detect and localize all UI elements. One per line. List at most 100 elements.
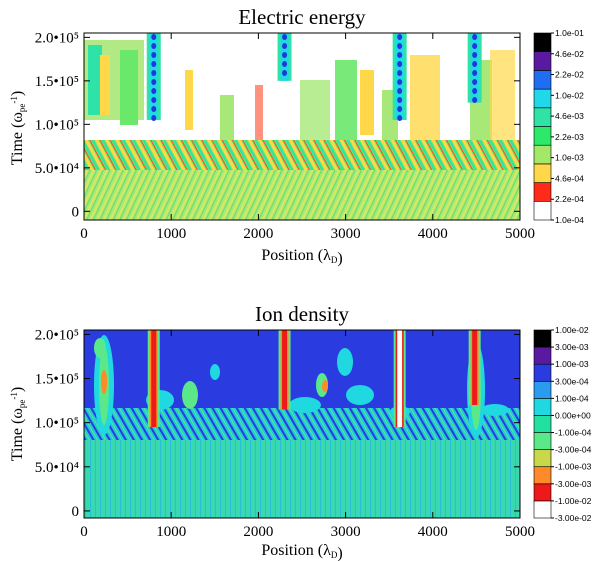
y-tick-label: 2.0•10⁵ (35, 30, 79, 46)
colorbar-swatch (533, 500, 552, 519)
chart-title: Ion density (255, 302, 349, 326)
colorbar-swatch (533, 51, 552, 71)
column-bead (151, 88, 157, 94)
column-bead (397, 61, 403, 67)
column-bead (397, 88, 403, 94)
y-tick-label: 1.0•10⁵ (35, 117, 79, 133)
colorbar-label: 1.00e-04 (555, 393, 589, 403)
column-bead (397, 43, 403, 49)
colorbar-swatch (533, 483, 552, 502)
colorbar-swatch (533, 182, 552, 202)
column-core (472, 330, 478, 406)
column-bead (397, 52, 403, 58)
column-core (397, 330, 403, 428)
colorbar-label: 4.6e-03 (555, 111, 584, 121)
y-axis-label: Time (ωpe-1) (9, 387, 27, 461)
x-tick-label: 4000 (418, 226, 448, 242)
colorbar: -3.00e-02 -1.00e-02 -3.00e-03 -1.00e-03 -3.0… (533, 325, 592, 523)
column-bead (472, 70, 478, 76)
heatmap-background (84, 170, 520, 220)
plot-frame (83, 329, 521, 519)
column-bead (282, 34, 288, 40)
colorbar-label: 2.2e-02 (555, 70, 584, 80)
x-tick-label: 2000 (243, 524, 273, 540)
column-edge (402, 330, 404, 428)
column-bead (472, 88, 478, 94)
column-bead (397, 79, 403, 85)
x-tick-label: 4000 (418, 524, 448, 540)
column-core (282, 330, 288, 410)
column-bead (151, 115, 157, 121)
y-tick-label: 2.0•10⁵ (35, 327, 79, 343)
y-tick-label: 1.0•10⁵ (35, 416, 79, 432)
colorbar-swatch (533, 32, 552, 53)
column-bead (472, 43, 478, 49)
column-bead (151, 43, 157, 49)
column-bead (397, 115, 403, 121)
y-tick-label: 1.5•10⁵ (35, 74, 79, 90)
x-tick-label: 1000 (156, 524, 186, 540)
x-axis-label: Position (λD) (261, 542, 342, 561)
colorbar-label: -1.00e-03 (555, 462, 592, 472)
heatmap-field (84, 33, 520, 220)
column-core (470, 33, 479, 103)
colorbar-label: 1.00e-02 (555, 325, 589, 335)
colorbar: 1.0e-04 2.2e-04 4.6e-04 1.0e-03 2.2e-03 4.6e-… (533, 28, 584, 225)
x-axis: 0 1000 2000 3000 4000 5000 (80, 33, 535, 242)
column-bead (282, 61, 288, 67)
colorbar-label: -1.00e-02 (555, 496, 592, 506)
y-tick-label: 1.5•10⁵ (35, 372, 79, 388)
y-tick-label: 0 (72, 504, 80, 520)
colorbar-swatch (533, 144, 552, 165)
column-bead (151, 70, 157, 76)
x-axis: 0 1000 2000 3000 4000 5000 (80, 330, 535, 540)
colorbar-swatch (533, 70, 552, 90)
colorbar-label: 4.6e-02 (555, 49, 584, 59)
column-bead (151, 34, 157, 40)
x-tick-label: 3000 (331, 524, 361, 540)
x-tick-label: 5000 (505, 226, 535, 242)
colorbar-swatch (533, 415, 552, 433)
y-axis-label: Time (ωpe-1) (9, 91, 27, 165)
colorbar-label: 3.00e-04 (555, 376, 589, 386)
colorbar-swatch (533, 126, 552, 146)
column-bead (151, 52, 157, 58)
colorbar-label: 1.0e-03 (555, 153, 584, 163)
column-core (151, 330, 157, 428)
plot-frame (83, 32, 521, 221)
colorbar-swatch (533, 346, 552, 365)
colorbar-label: -3.00e-03 (555, 479, 592, 489)
chart-title: Electric energy (238, 5, 366, 29)
colorbar-label: -3.00e-04 (555, 445, 592, 455)
colorbar-swatch (533, 398, 552, 416)
column-bead (397, 34, 403, 40)
colorbar-swatch (533, 88, 552, 109)
heatmap-upper-streaks (84, 40, 515, 140)
column-bead (472, 34, 478, 40)
colorbar-swatch (533, 107, 552, 127)
column-bead (282, 43, 288, 49)
colorbar-swatch (533, 466, 552, 485)
columns (147, 330, 481, 428)
column-bead (397, 106, 403, 112)
y-axis: 0 5.0•10⁴ 1.0•10⁵ 1.5•10⁵ 2.0•10⁵ (35, 327, 520, 520)
column-bead (472, 79, 478, 85)
column-bead (151, 79, 157, 85)
colorbar-swatch (533, 363, 552, 382)
x-tick-label: 0 (80, 524, 88, 540)
x-axis-label: Position (λD) (261, 247, 342, 267)
column-bead (282, 52, 288, 58)
colorbar-swatch (533, 201, 552, 221)
colorbar-label: 1.0e-01 (555, 28, 584, 38)
column-bead (151, 106, 157, 112)
column-bead (151, 61, 157, 67)
y-tick-label: 5.0•10⁴ (35, 460, 79, 476)
colorbar-swatch (533, 329, 552, 348)
colorbar-label: -3.00e-02 (555, 513, 592, 523)
colorbar-label: -1.00e-04 (555, 428, 592, 438)
electric-energy-panel: Electric energy (9, 5, 584, 267)
column-bead (282, 70, 288, 76)
column-core (149, 33, 158, 120)
colorbar-swatch (533, 380, 552, 399)
colorbar-swatch (533, 432, 552, 450)
